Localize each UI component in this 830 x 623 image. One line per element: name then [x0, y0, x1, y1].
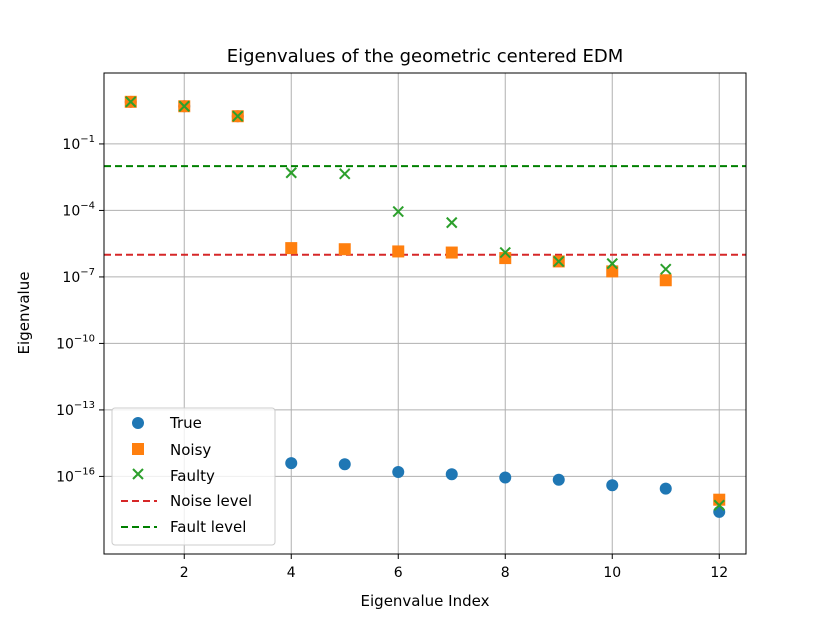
legend-faulty-label: Faulty	[170, 467, 215, 485]
x-tick-label: 8	[501, 565, 510, 581]
noisy-point	[338, 243, 351, 256]
true-point	[445, 468, 458, 481]
x-axis: 2 4 6 8 10 12	[180, 554, 728, 581]
data-marks	[124, 95, 726, 518]
plot-frame	[103, 72, 747, 555]
faulty-point	[606, 257, 618, 270]
y-tick-label: 10−16	[56, 466, 95, 485]
faulty-point	[499, 246, 511, 259]
y-axis-title: Eigenvalue	[15, 272, 33, 355]
faulty-point	[392, 205, 404, 218]
x-tick-label: 2	[180, 565, 189, 581]
y-tick-label: 10−4	[62, 200, 95, 219]
true-point	[713, 505, 726, 518]
faulty-point	[285, 167, 297, 179]
true-point	[552, 473, 565, 486]
true-point	[338, 458, 351, 471]
true-point	[659, 482, 672, 495]
faulty-point	[446, 216, 458, 229]
grid	[104, 73, 746, 554]
true-point	[392, 465, 405, 478]
true-point	[285, 457, 298, 470]
y-axis: 10−1 10−4 10−7 10−10 10−13 10−16	[56, 134, 104, 485]
noisy-point	[606, 265, 619, 278]
y-tick-label: 10−1	[62, 134, 95, 153]
reference-lines	[104, 165, 746, 256]
noisy-point	[392, 245, 405, 258]
true-point	[499, 471, 512, 484]
legend: True Noisy Faulty Noise level Fault leve…	[111, 407, 276, 546]
noisy-point	[285, 242, 298, 255]
x-tick-label: 10	[603, 565, 621, 581]
x-tick-label: 4	[287, 565, 296, 581]
noisy-point	[659, 274, 672, 287]
y-tick-label: 10−13	[56, 400, 95, 419]
faulty-point	[553, 255, 565, 268]
faulty-point	[178, 100, 190, 112]
faulty-point	[125, 96, 137, 108]
y-tick-label: 10−7	[62, 267, 95, 286]
true-point	[606, 479, 619, 492]
legend-noisy-label: Noisy	[170, 441, 211, 459]
faulty-point	[232, 110, 244, 122]
x-tick-label: 12	[710, 565, 728, 581]
legend-noise-level-label: Noise level	[170, 492, 252, 510]
faulty-point	[713, 499, 725, 511]
legend-true-marker	[132, 417, 144, 429]
faulty-point	[339, 168, 351, 180]
x-axis-title: Eigenvalue Index	[361, 592, 490, 610]
x-tick-label: 6	[394, 565, 403, 581]
legend-fault-level-label: Fault level	[170, 518, 246, 536]
chart-title: Eigenvalues of the geometric centered ED…	[227, 46, 624, 67]
legend-faulty-marker	[132, 468, 144, 480]
faulty-point	[660, 263, 672, 275]
legend-true-label: True	[169, 414, 202, 432]
noisy-point	[445, 246, 458, 259]
legend-noisy-marker	[132, 443, 144, 455]
y-tick-label: 10−10	[56, 333, 95, 352]
legend-box	[111, 407, 276, 546]
